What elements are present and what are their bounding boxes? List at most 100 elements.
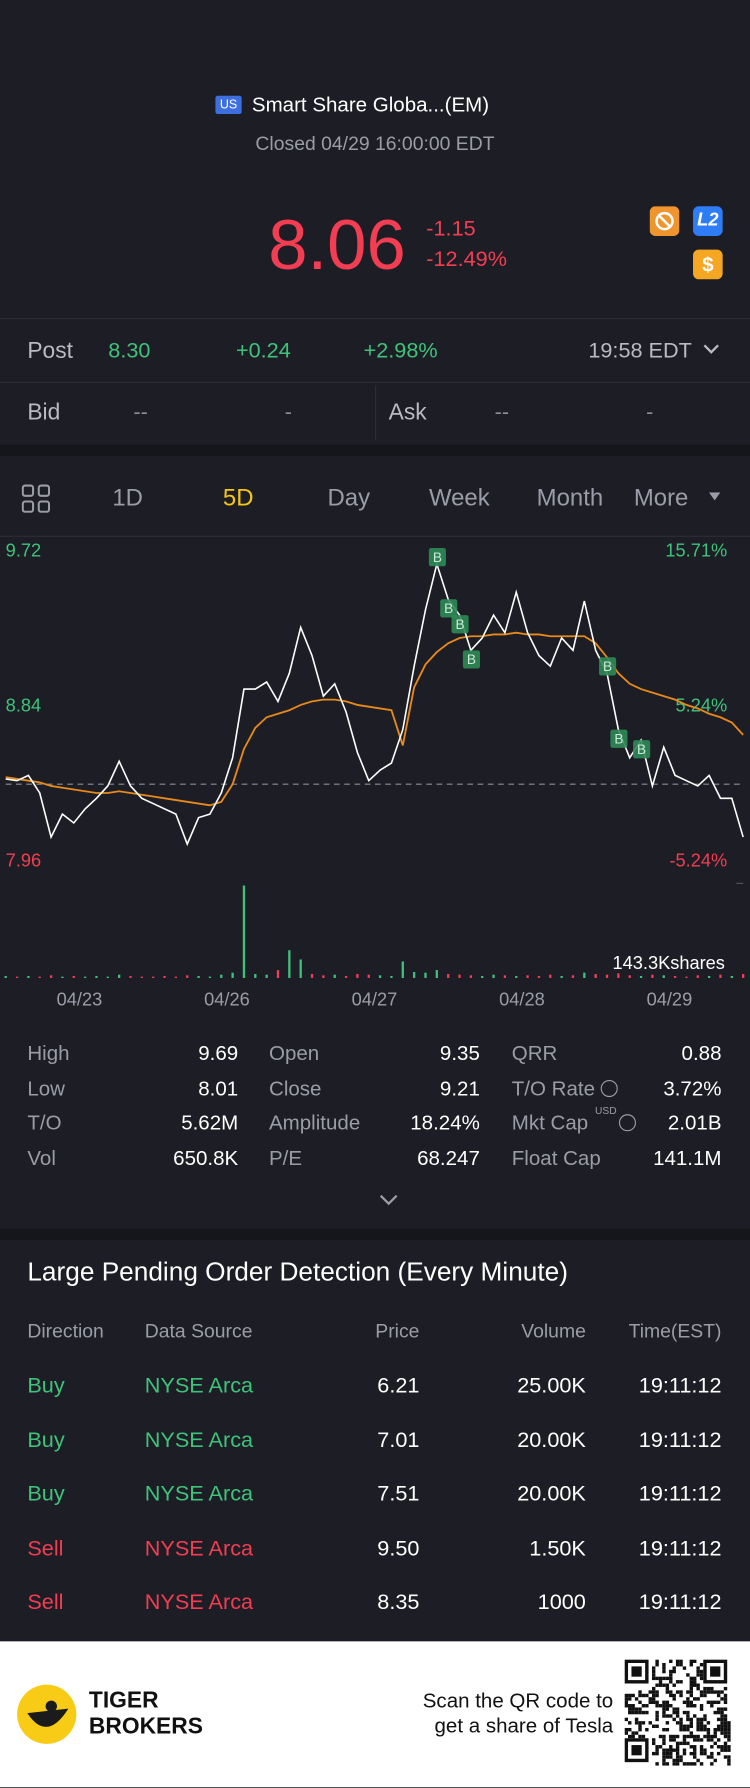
volume-bar	[299, 959, 302, 978]
stat-label: Mkt Cap	[511, 1111, 589, 1135]
x-tick-label: 04/27	[352, 989, 398, 1010]
tab[interactable]: 5D	[222, 484, 254, 512]
brand: TIGER	[88, 1688, 159, 1714]
tab[interactable]: 1D	[112, 484, 143, 512]
order-cell: 1.50K	[529, 1536, 586, 1561]
volume-bar	[322, 975, 325, 978]
bid-label: Bid	[27, 400, 61, 426]
volume-bar	[254, 974, 257, 978]
volume-bar	[605, 974, 609, 978]
volume-bar	[673, 975, 677, 978]
chevron[interactable]	[703, 344, 719, 355]
order-cell: 19:11:12	[638, 1482, 722, 1507]
trade-marker	[428, 548, 446, 567]
bid-price: --	[133, 400, 148, 425]
ask-label: Ask	[388, 400, 427, 426]
volume-bar	[481, 975, 484, 978]
volume-bar	[333, 974, 336, 978]
level2-badge[interactable]: L2	[693, 206, 723, 236]
qr-code	[624, 1659, 731, 1766]
order-cell: 25.00K	[517, 1374, 586, 1398]
y-tick-label: 9.72	[6, 539, 41, 560]
market-badge: US	[215, 95, 242, 114]
volume-bar	[628, 975, 631, 978]
tab[interactable]: Month	[536, 484, 604, 512]
trade-marker	[440, 599, 458, 618]
brand: BROKERS	[88, 1714, 203, 1740]
trade-marker-label: B	[637, 742, 646, 757]
volume-bar	[549, 974, 552, 978]
volume-bar	[378, 975, 382, 978]
expand-chevron[interactable]	[379, 1194, 398, 1206]
volume-bar	[537, 975, 541, 978]
volume-bar	[220, 974, 223, 978]
column-header: Direction	[27, 1320, 104, 1343]
order-cell: Sell	[27, 1590, 64, 1615]
stat-value: 8.01	[198, 1077, 239, 1100]
order-cell: Buy	[27, 1374, 65, 1398]
order-cell: NYSE Arca	[144, 1482, 254, 1507]
post-label: Post	[27, 338, 73, 364]
y2-tick-label: 5.24%	[676, 694, 728, 715]
band	[0, 1228, 750, 1241]
dropdown-caret[interactable]	[708, 492, 721, 501]
volume-bar	[310, 974, 314, 978]
order-cell: 19:11:12	[638, 1590, 722, 1615]
x-tick-label: 04/29	[647, 989, 693, 1010]
stat-unit: USD	[594, 1105, 617, 1117]
order-cell: NYSE Arca	[144, 1428, 254, 1453]
volume-tick-label: 143.3Kshares	[612, 952, 724, 973]
trade-marker-label: B	[433, 550, 442, 565]
restrict-icon[interactable]	[649, 206, 680, 236]
order-cell: Sell	[27, 1536, 64, 1561]
price-line	[5, 561, 744, 847]
stat-label: Low	[27, 1077, 66, 1100]
info-icon[interactable]	[618, 1114, 637, 1132]
divider	[0, 381, 750, 383]
info-icon[interactable]	[600, 1079, 618, 1098]
trade-marker	[462, 650, 480, 669]
column-header: Time(EST)	[628, 1320, 722, 1343]
volume-bar	[583, 972, 586, 978]
stat-value: 5.62M	[181, 1111, 239, 1135]
divider	[375, 385, 377, 440]
last-price: 8.06	[268, 206, 406, 285]
stat-value: 18.24%	[410, 1111, 480, 1135]
layout-icon[interactable]	[21, 484, 51, 513]
volume-bar	[424, 972, 427, 978]
post-price: 8.30	[108, 339, 151, 364]
volume-bar	[469, 975, 473, 978]
volume-bar	[4, 975, 7, 978]
volume-bar	[367, 974, 370, 978]
stat-value: 68.247	[417, 1146, 480, 1170]
stock-name[interactable]: Smart Share Globa...(EM)	[251, 93, 490, 117]
stat-value: 9.69	[198, 1041, 239, 1065]
price-change-pct: -12.49%	[426, 247, 507, 272]
volume-bar	[95, 975, 98, 978]
ask-price: --	[494, 400, 510, 425]
order-cell: 9.50	[377, 1536, 420, 1561]
volume-bar	[447, 974, 450, 978]
order-cell: NYSE Arca	[144, 1536, 254, 1561]
cta-text: Scan the QR code to	[422, 1689, 614, 1713]
volume-bar	[129, 975, 132, 978]
volume-bar	[719, 974, 722, 978]
stat-label: T/O Rate	[511, 1077, 596, 1100]
dollar-badge[interactable]: $	[693, 249, 723, 280]
tab[interactable]: Day	[327, 484, 371, 512]
order-cell: 1000	[537, 1590, 586, 1615]
market-status: Closed 04/29 16:00:00 EDT	[255, 132, 495, 155]
trade-marker	[610, 729, 628, 748]
tab[interactable]: Week	[428, 484, 490, 512]
volume-bar	[458, 974, 461, 978]
volume-bar	[651, 974, 654, 978]
volume-bar	[515, 975, 518, 978]
tab[interactable]: More	[633, 484, 689, 512]
stat-value: 3.72%	[663, 1077, 722, 1100]
volume-bar	[742, 974, 745, 978]
stat-label: Amplitude	[268, 1111, 361, 1135]
post-time[interactable]: 19:58 EDT	[588, 339, 692, 364]
